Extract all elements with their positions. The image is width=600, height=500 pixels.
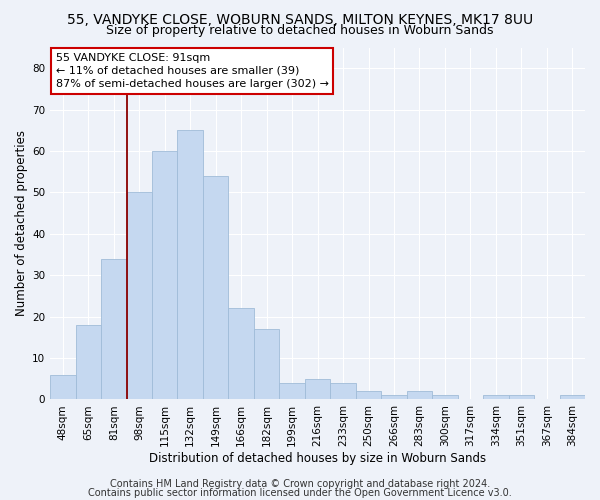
Text: 55 VANDYKE CLOSE: 91sqm
← 11% of detached houses are smaller (39)
87% of semi-de: 55 VANDYKE CLOSE: 91sqm ← 11% of detache…	[56, 53, 329, 89]
Bar	[229, 308, 254, 400]
Text: Size of property relative to detached houses in Woburn Sands: Size of property relative to detached ho…	[106, 24, 494, 37]
Text: Contains public sector information licensed under the Open Government Licence v3: Contains public sector information licen…	[88, 488, 512, 498]
Bar	[432, 396, 458, 400]
Text: Contains HM Land Registry data © Crown copyright and database right 2024.: Contains HM Land Registry data © Crown c…	[110, 479, 490, 489]
Bar	[178, 130, 203, 400]
Y-axis label: Number of detached properties: Number of detached properties	[15, 130, 28, 316]
Bar	[101, 258, 127, 400]
Bar	[280, 383, 305, 400]
Bar	[127, 192, 152, 400]
X-axis label: Distribution of detached houses by size in Woburn Sands: Distribution of detached houses by size …	[149, 452, 486, 465]
Bar	[407, 391, 432, 400]
Bar	[203, 176, 229, 400]
Bar	[254, 329, 280, 400]
Bar	[509, 396, 534, 400]
Bar	[381, 396, 407, 400]
Bar	[152, 151, 178, 400]
Bar	[483, 396, 509, 400]
Bar	[356, 391, 381, 400]
Text: 55, VANDYKE CLOSE, WOBURN SANDS, MILTON KEYNES, MK17 8UU: 55, VANDYKE CLOSE, WOBURN SANDS, MILTON …	[67, 12, 533, 26]
Bar	[305, 379, 331, 400]
Bar	[76, 325, 101, 400]
Bar	[331, 383, 356, 400]
Bar	[50, 374, 76, 400]
Bar	[560, 396, 585, 400]
